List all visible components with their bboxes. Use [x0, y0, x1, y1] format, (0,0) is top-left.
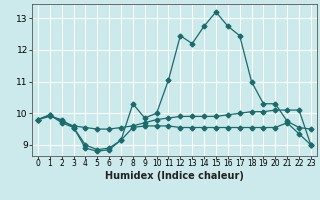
X-axis label: Humidex (Indice chaleur): Humidex (Indice chaleur) [105, 171, 244, 181]
